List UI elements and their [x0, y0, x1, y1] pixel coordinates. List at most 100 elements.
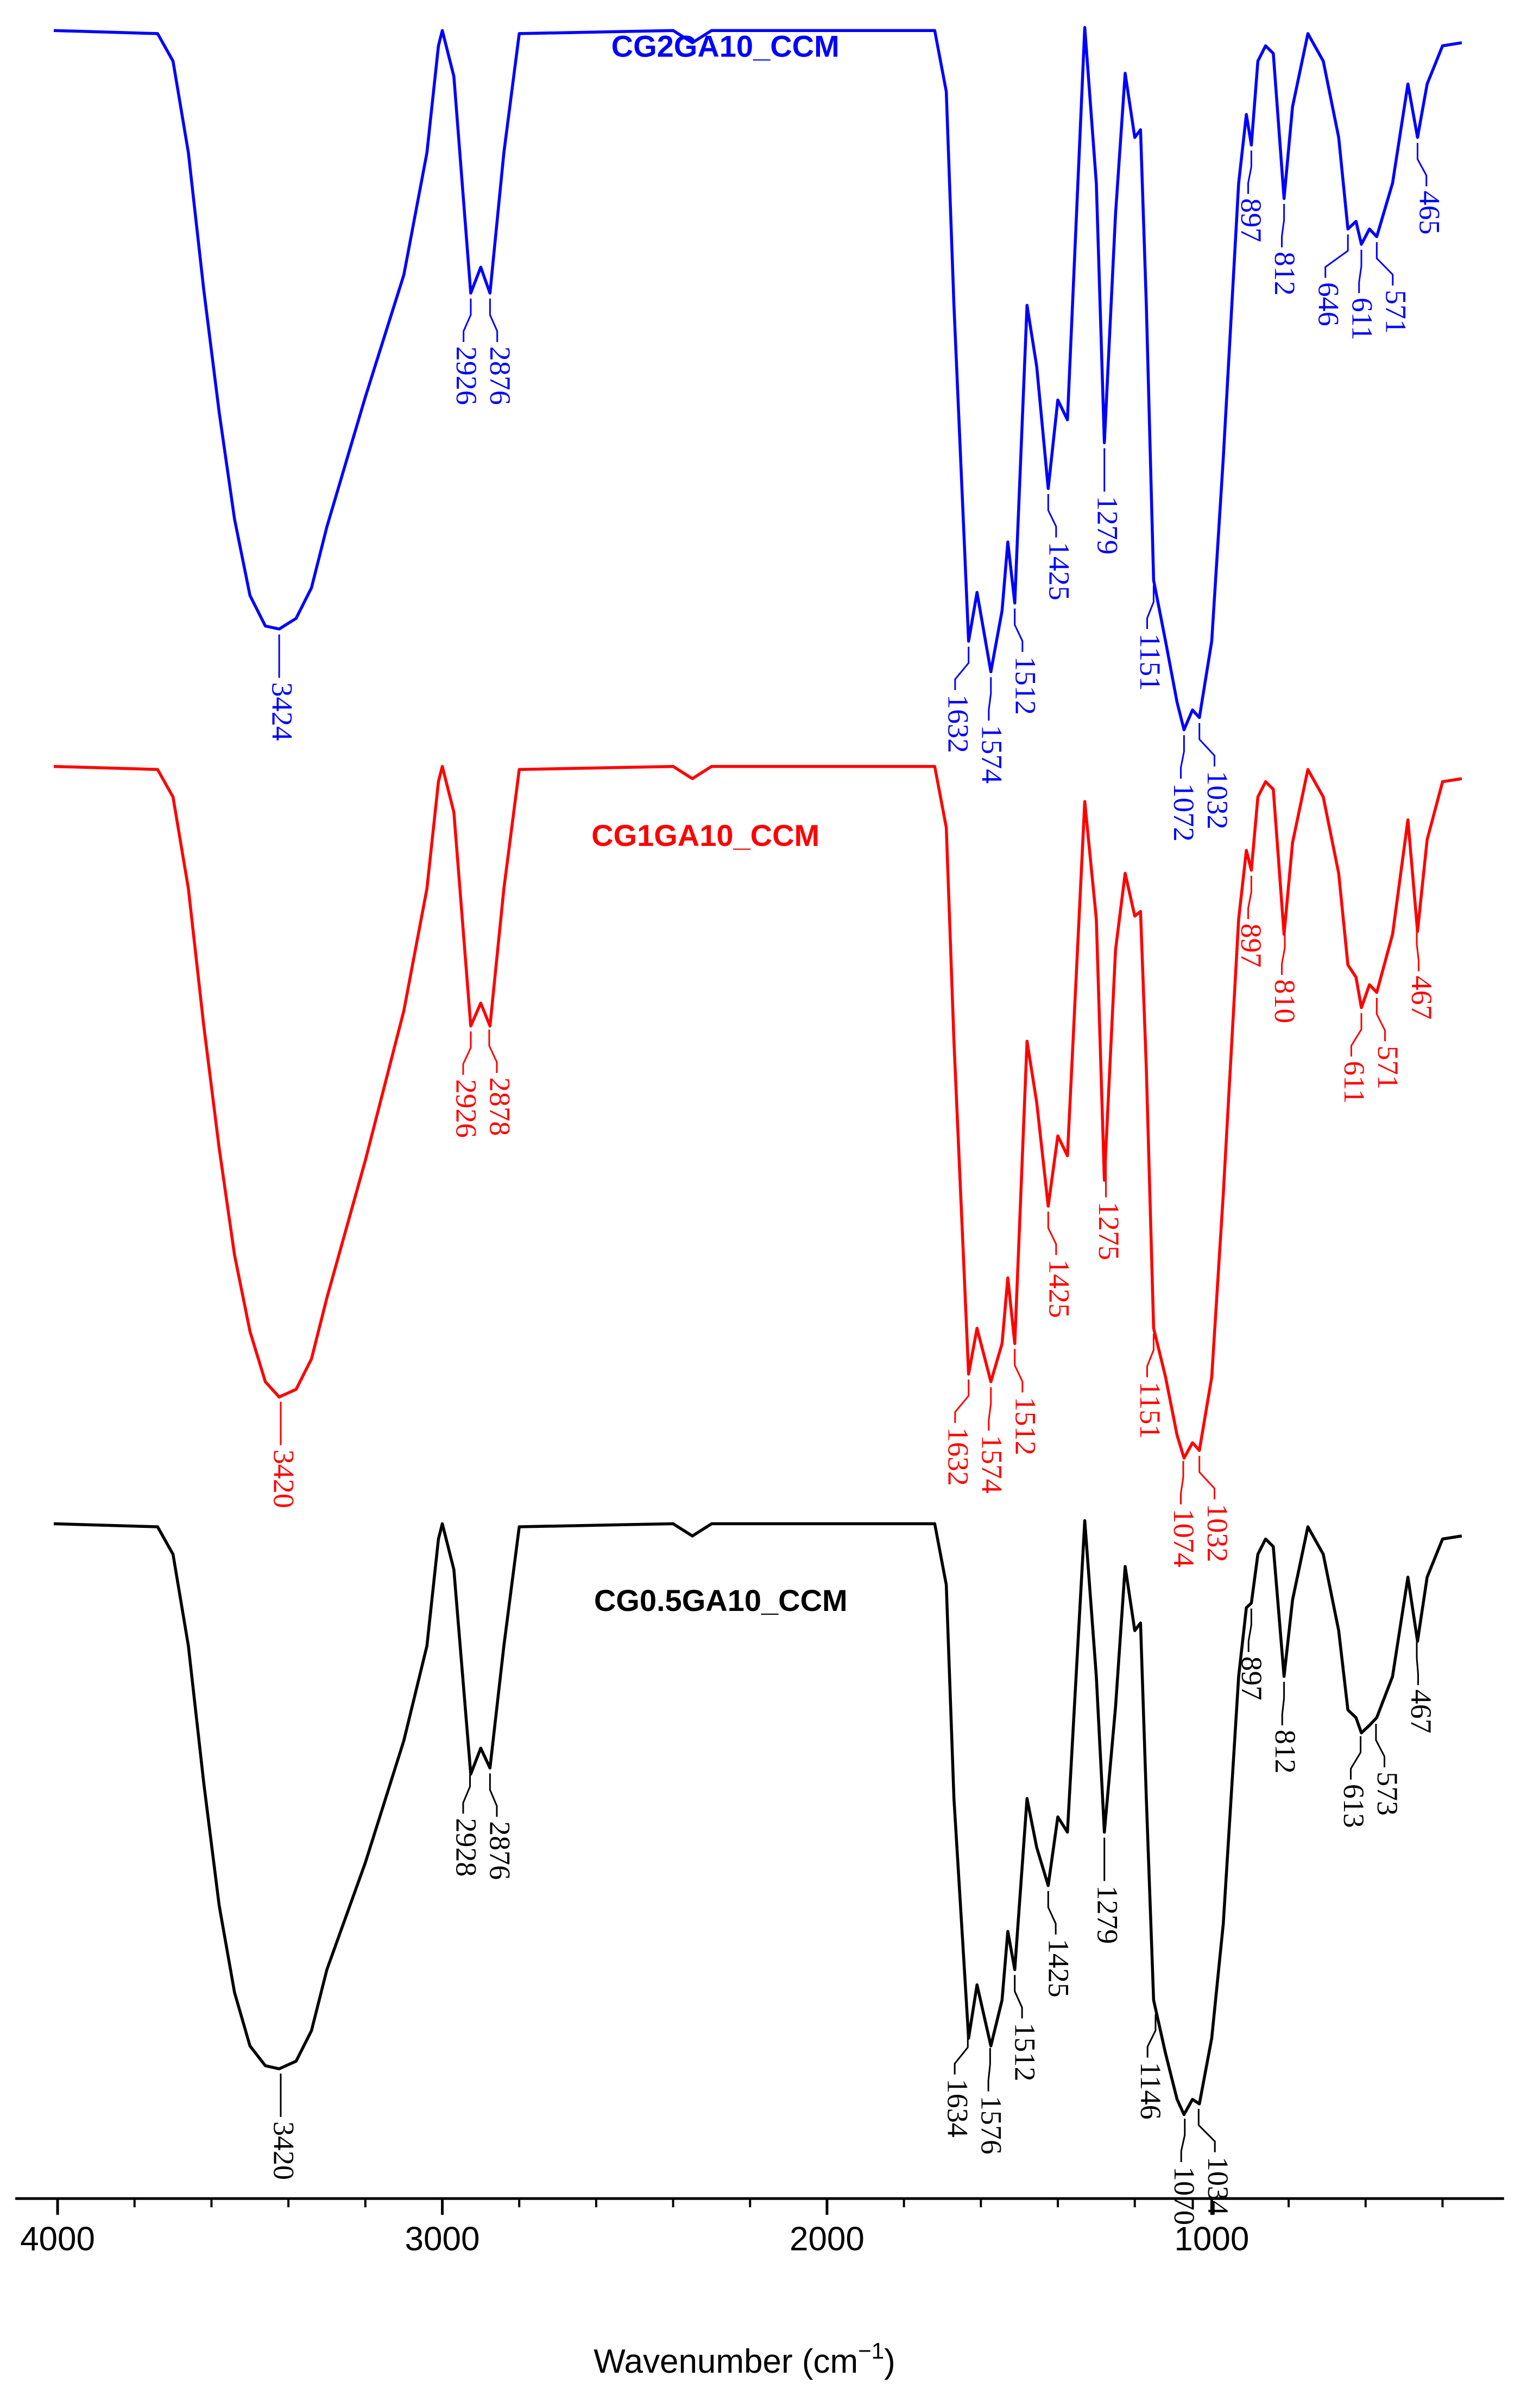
peak-label: 1512: [1009, 656, 1042, 715]
peak-label: 613: [1337, 1784, 1370, 1828]
peak-leader: [988, 677, 992, 721]
peak-leader: [1350, 1013, 1362, 1057]
peak-label: 1512: [1009, 1397, 1042, 1456]
peak-label: 3420: [268, 1450, 300, 1508]
peak-leader: [1280, 931, 1286, 975]
peak-label: 1151: [1134, 1381, 1166, 1439]
x-tick-label: 3000: [405, 2220, 480, 2258]
peak-leader: [988, 1387, 992, 1431]
peak-label: 1634: [942, 2079, 974, 2138]
peak-leader: [1014, 1349, 1024, 1393]
peak-label: 3424: [266, 682, 299, 741]
peak-leader: [1047, 1891, 1057, 1935]
peak-label: 465: [1413, 191, 1446, 235]
peak-leader: [1375, 1723, 1385, 1767]
peak-leader: [1146, 585, 1154, 629]
peak-label: 1275: [1093, 1202, 1125, 1260]
peak-label: 467: [1405, 976, 1438, 1020]
peak-leader: [1375, 997, 1386, 1041]
peak-leader: [1180, 2119, 1186, 2163]
series-title: CG0.5GA10_CCM: [594, 1583, 848, 1617]
peak-leader: [489, 1773, 498, 1817]
peak-leader: [1179, 735, 1185, 779]
peak-label: 571: [1379, 290, 1412, 334]
peak-leader: [463, 298, 472, 342]
peak-leader: [462, 1770, 471, 1814]
peak-label: 1072: [1168, 783, 1200, 842]
peak-label: 1070: [1168, 2166, 1201, 2225]
peak-label: 2928: [450, 1818, 483, 1876]
peak-leader: [954, 1379, 970, 1423]
peak-label: 2876: [484, 346, 516, 405]
peak-leader: [1047, 494, 1057, 538]
x-tick-label: 4000: [20, 2220, 95, 2258]
peak-label: 897: [1235, 198, 1267, 242]
peak-leader: [1047, 1211, 1057, 1255]
peak-label: 611: [1346, 298, 1378, 340]
peak-label: 1279: [1091, 496, 1124, 554]
peak-leader: [954, 2031, 969, 2075]
peak-label: 2876: [484, 1821, 516, 1880]
peak-label: 1574: [975, 1435, 1008, 1494]
peak-leader: [1179, 1461, 1184, 1505]
peak-leader: [1349, 1736, 1362, 1780]
peak-leader: [1324, 234, 1349, 278]
peak-label: 573: [1371, 1772, 1404, 1816]
peak-leader: [488, 1029, 498, 1073]
peak-label: 810: [1269, 979, 1301, 1023]
peak-leader: [1358, 249, 1362, 293]
peak-leader: [954, 647, 970, 691]
peak-label: 897: [1235, 1657, 1268, 1701]
peak-leader: [1198, 1456, 1215, 1500]
peak-label: 1425: [1043, 1259, 1075, 1318]
peak-leader: [462, 1031, 472, 1075]
peak-leader: [1146, 1333, 1154, 1377]
series-title: CG2GA10_CCM: [611, 29, 840, 63]
series-title: CG1GA10_CCM: [591, 818, 819, 852]
series: CG0.5GA10_CCM 3420 2928 2876 1634 15761512142…: [53, 1519, 1462, 2225]
peak-label: 1279: [1091, 1885, 1124, 1944]
peak-label: 1425: [1043, 1939, 1075, 1998]
peak-label: 897: [1235, 924, 1267, 968]
peak-label: 1632: [942, 1427, 974, 1486]
peak-leader: [1416, 927, 1419, 971]
peak-leader: [1247, 1608, 1252, 1652]
spectrum-line: [53, 26, 1462, 731]
peak-leader: [1014, 608, 1024, 652]
peak-label: 2878: [484, 1077, 516, 1136]
peak-label: 812: [1269, 1730, 1302, 1774]
peak-leader: [489, 298, 499, 342]
peak-leader: [1247, 875, 1252, 919]
peak-label: 3420: [268, 2121, 300, 2180]
peak-label: 1574: [975, 725, 1008, 783]
peak-leader: [987, 2047, 991, 2091]
peak-leader: [1198, 723, 1215, 767]
spectrum-line: [53, 1519, 1462, 2116]
peak-label: 467: [1405, 1689, 1437, 1733]
peak-label: 1576: [975, 2096, 1008, 2154]
peak-label: 2926: [450, 346, 483, 405]
peak-label: 646: [1312, 282, 1345, 326]
peak-label: 571: [1372, 1046, 1404, 1090]
peak-leader: [1146, 2014, 1157, 2058]
peak-label: 1074: [1168, 1509, 1200, 1568]
peak-leader: [1416, 1641, 1419, 1685]
x-axis-label: Wavenumber (cm−1): [594, 2338, 895, 2380]
spectrum-line: [53, 764, 1462, 1460]
peak-label: 1034: [1202, 2157, 1234, 2215]
peak-label: 2926: [450, 1079, 483, 1138]
x-label-end: ): [884, 2343, 895, 2380]
peak-leader: [1197, 2108, 1216, 2152]
peak-label: 1032: [1201, 1503, 1234, 1562]
peak-label: 1512: [1009, 2023, 1042, 2081]
peak-leader: [1281, 1682, 1285, 1726]
x-tick-label: 2000: [790, 2220, 865, 2258]
peak-label: 1632: [942, 694, 974, 753]
peak-label: 1146: [1134, 2062, 1167, 2120]
peak-leader: [1375, 242, 1394, 286]
peak-leader: [1416, 143, 1428, 187]
peak-leader: [1014, 1975, 1023, 2019]
